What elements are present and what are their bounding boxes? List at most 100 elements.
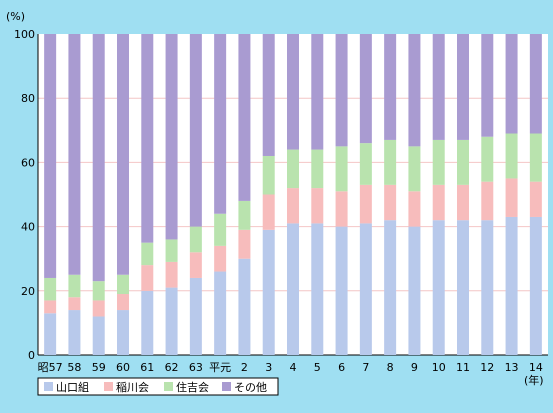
- bar-segment: [165, 287, 178, 355]
- bar-segment: [44, 34, 57, 278]
- bar-segment: [505, 133, 518, 179]
- bar-segment: [287, 34, 299, 150]
- bar-segment: [311, 34, 324, 150]
- bar-segment: [68, 34, 81, 275]
- bar-segment: [92, 316, 105, 355]
- bar-segment: [408, 226, 421, 355]
- bar-segment: [457, 34, 469, 140]
- bar-segment: [481, 136, 494, 182]
- bar-segment: [408, 146, 421, 192]
- bar-segment: [359, 184, 372, 224]
- x-tick-label: 13: [505, 361, 519, 374]
- bar-segment: [287, 188, 299, 224]
- x-tick-label: 4: [290, 361, 297, 374]
- legend-label: 稲川会: [116, 381, 149, 394]
- bar-segment: [165, 239, 178, 262]
- bar-segment: [287, 149, 299, 189]
- bar-segment: [529, 181, 542, 217]
- bar-segment: [359, 34, 372, 144]
- bar-segment: [117, 34, 129, 275]
- bar-segment: [505, 178, 518, 217]
- bar-segment: [384, 34, 397, 140]
- x-tick-label: 11: [456, 361, 470, 374]
- x-tick-label: 平元: [209, 361, 231, 374]
- x-tick-label: 5: [314, 361, 321, 374]
- bar-segment: [44, 300, 57, 314]
- bar-segment: [141, 265, 154, 291]
- bar-segment: [238, 200, 251, 230]
- bar-segment: [141, 290, 154, 355]
- bar-segment: [238, 34, 251, 201]
- legend-box: [37, 377, 279, 396]
- y-tick-label: 0: [28, 349, 35, 362]
- bar-segment: [359, 223, 372, 355]
- x-tick-label: 昭57: [38, 361, 63, 374]
- x-tick-label: 60: [116, 361, 130, 374]
- bar-segment: [117, 294, 129, 311]
- bar-segment: [214, 213, 227, 246]
- bar-segment: [457, 184, 469, 221]
- bar-segment: [92, 34, 105, 282]
- bar-segment: [68, 274, 81, 298]
- x-tick-label: 58: [67, 361, 81, 374]
- bar-segment: [481, 34, 494, 137]
- bar-segment: [505, 34, 518, 134]
- legend: 山口組 稲川会 住吉会 その他: [37, 377, 279, 396]
- legend-swatch: [222, 382, 231, 391]
- bar-segment: [311, 149, 324, 189]
- bar-segment: [287, 223, 299, 355]
- bar-segment: [335, 34, 348, 147]
- y-tick-label: 60: [21, 156, 35, 169]
- x-tick-label: 63: [189, 361, 203, 374]
- bar-segment: [238, 229, 251, 259]
- bar-segment: [68, 297, 81, 311]
- x-unit-label: (年): [524, 373, 544, 387]
- bar-segment: [311, 188, 324, 224]
- legend-swatch: [44, 382, 53, 391]
- bar-segment: [238, 258, 251, 355]
- bar-segment: [505, 216, 518, 355]
- bar-segment: [408, 191, 421, 227]
- bar-segment: [432, 184, 445, 221]
- bar-segment: [262, 34, 275, 156]
- bar-segment: [214, 271, 227, 355]
- x-tick-label: 8: [387, 361, 394, 374]
- legend-swatch: [104, 382, 113, 391]
- bar-segment: [335, 146, 348, 192]
- bar-segment: [44, 277, 57, 301]
- bar-segment: [408, 34, 421, 147]
- legend-label: 山口組: [56, 381, 89, 394]
- bar-segment: [44, 313, 57, 355]
- bar-segment: [311, 223, 324, 355]
- bar-segment: [384, 139, 397, 185]
- bar-segment: [457, 220, 469, 355]
- y-tick-label: 100: [14, 28, 35, 41]
- x-tick-label: 14: [529, 361, 543, 374]
- bar-segment: [141, 242, 154, 266]
- x-tick-label: 12: [480, 361, 494, 374]
- y-tick-label: 20: [21, 285, 35, 298]
- legend-label: その他: [234, 381, 267, 394]
- bar-segment: [68, 310, 81, 355]
- x-tick-label: 2: [241, 361, 248, 374]
- y-tick-label: 40: [21, 221, 35, 234]
- x-tick-label: 61: [140, 361, 154, 374]
- bar-segment: [529, 34, 542, 134]
- x-tick-label: 62: [165, 361, 179, 374]
- bar-segment: [262, 229, 275, 355]
- x-tick-label: 7: [362, 361, 369, 374]
- bar-segment: [432, 34, 445, 140]
- bar-segment: [481, 220, 494, 355]
- legend-label: 住吉会: [176, 380, 209, 394]
- x-tick-label: 9: [411, 361, 418, 374]
- bar-segment: [117, 310, 129, 355]
- bar-segment: [529, 133, 542, 182]
- bar-segment: [92, 300, 105, 317]
- bar-segment: [335, 191, 348, 227]
- bar-segment: [214, 245, 227, 272]
- y-tick-label: 80: [21, 92, 35, 105]
- x-tick-label: 59: [92, 361, 106, 374]
- bar-segment: [165, 34, 178, 240]
- bar-segment: [529, 216, 542, 355]
